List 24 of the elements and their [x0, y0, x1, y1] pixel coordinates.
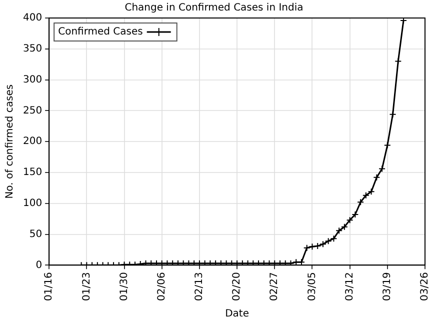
x-tick-label: 01/16: [44, 272, 55, 302]
y-tick-label: 0: [36, 260, 42, 271]
y-tick-label: 400: [22, 12, 42, 24]
y-tick-label: 200: [22, 136, 42, 148]
y-tick-label: 300: [22, 74, 42, 86]
x-tick-label: 03/12: [344, 272, 356, 302]
y-tick-label: 250: [22, 105, 42, 116]
y-tick-label: 150: [22, 167, 42, 178]
x-tick-label: 02/20: [232, 272, 243, 302]
chart-title: Change in Confirmed Cases in India: [124, 2, 304, 14]
y-tick-label: 350: [22, 43, 42, 54]
x-tick-label: 01/23: [81, 272, 92, 302]
y-tick-label: 100: [22, 198, 42, 209]
x-tick-label: 02/06: [156, 272, 168, 302]
x-tick-label: 01/30: [118, 272, 130, 302]
x-tick-label: 03/05: [306, 272, 318, 302]
x-tick-label: 03/26: [420, 272, 431, 302]
legend-label: Confirmed Cases: [58, 26, 143, 38]
x-tick-label: 02/13: [194, 272, 206, 302]
y-tick-label: 50: [29, 228, 42, 240]
x-tick-label: 02/27: [269, 272, 280, 302]
y-axis-title: No. of confirmed cases: [4, 84, 16, 199]
x-axis-title: Date: [225, 308, 249, 320]
x-tick-label: 03/19: [382, 272, 393, 302]
